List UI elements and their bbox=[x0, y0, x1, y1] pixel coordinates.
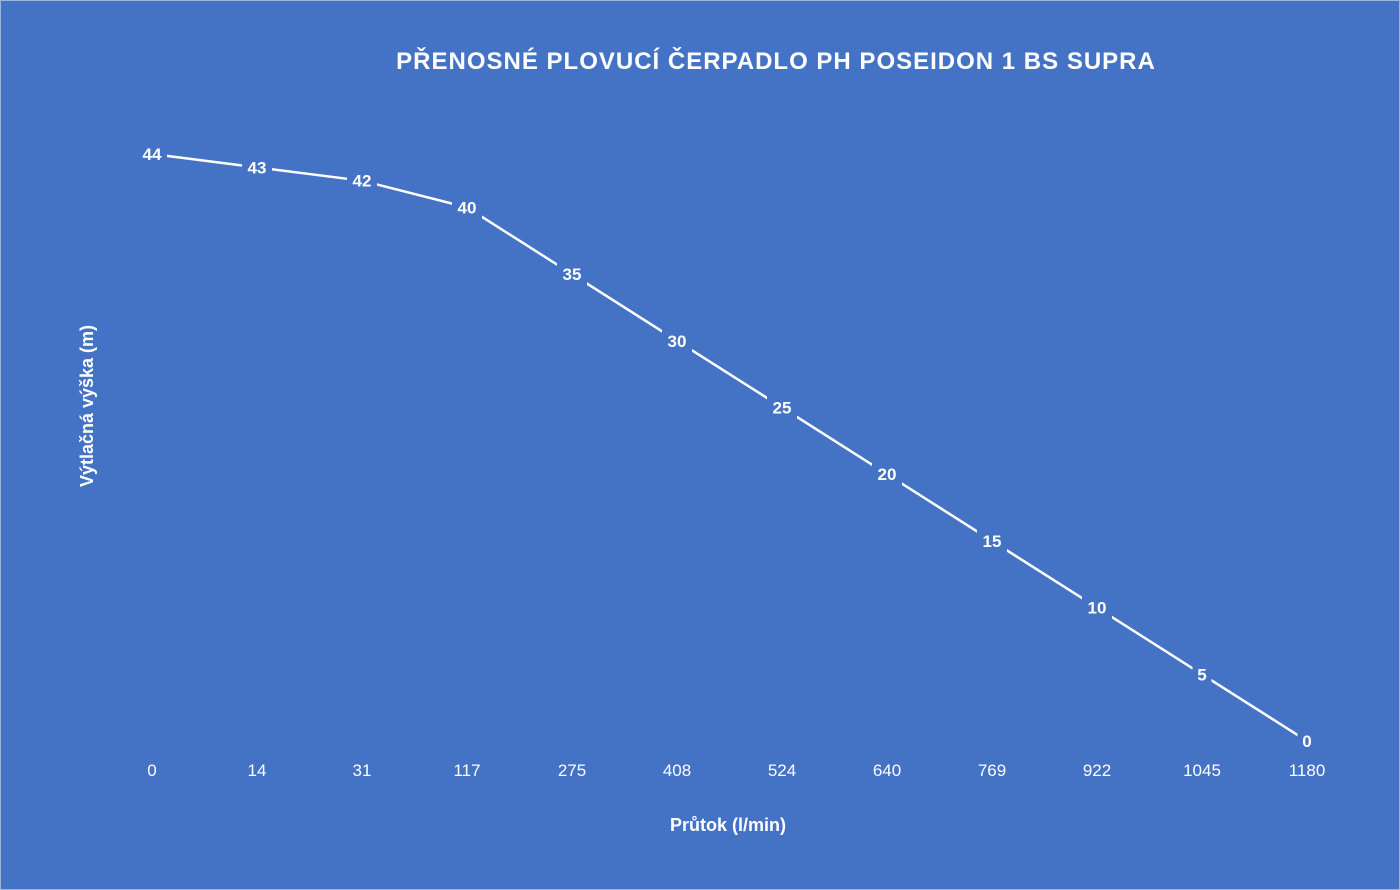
data-label-background bbox=[662, 329, 692, 352]
drop-lines bbox=[151, 168, 1203, 735]
x-tick-label: 0 bbox=[147, 761, 156, 780]
data-label-background bbox=[1082, 596, 1112, 619]
x-tick-label: 275 bbox=[558, 761, 586, 780]
data-label: 43 bbox=[248, 158, 267, 177]
data-label-background bbox=[557, 263, 587, 286]
x-axis-tick-labels: 0 14 31 117 275 408 524 640 769 922 1045 1180 bbox=[147, 761, 1325, 780]
data-label: 42 bbox=[353, 172, 372, 191]
data-label-background bbox=[767, 396, 797, 419]
chart-title: PŘENOSNÉ PLOVUCÍ ČERPADLO PH POSEIDON 1 … bbox=[396, 47, 1156, 75]
data-label: 20 bbox=[878, 465, 897, 484]
x-tick-label: 1045 bbox=[1183, 761, 1221, 780]
data-label-background bbox=[1297, 730, 1317, 752]
data-label-background bbox=[872, 463, 902, 486]
data-label-background bbox=[1192, 663, 1212, 686]
x-tick-label: 922 bbox=[1083, 761, 1111, 780]
data-label: 40 bbox=[458, 198, 477, 217]
data-label: 30 bbox=[668, 332, 687, 351]
x-axis-title: Průtok (l/min) bbox=[670, 815, 786, 835]
x-tick-label: 524 bbox=[768, 761, 796, 780]
x-tick-label: 14 bbox=[248, 761, 267, 780]
data-label-background bbox=[977, 529, 1007, 552]
y-axis-title: Výtlačná výška (m) bbox=[77, 325, 97, 487]
data-label: 35 bbox=[563, 265, 582, 284]
data-label: 10 bbox=[1088, 599, 1107, 618]
data-label-background bbox=[242, 156, 272, 179]
data-label: 5 bbox=[1197, 665, 1206, 684]
data-label: 25 bbox=[773, 398, 792, 417]
x-tick-label: 117 bbox=[453, 761, 480, 780]
x-tick-label: 1180 bbox=[1289, 761, 1326, 780]
data-label: 0 bbox=[1302, 732, 1311, 751]
series-line bbox=[151, 152, 1308, 743]
x-tick-label: 408 bbox=[663, 761, 691, 780]
data-label: 15 bbox=[983, 532, 1002, 551]
x-tick-label: 769 bbox=[978, 761, 1006, 780]
x-tick-label: 640 bbox=[873, 761, 901, 780]
x-tick-label: 31 bbox=[353, 761, 372, 780]
data-label-background bbox=[452, 196, 482, 219]
data-label-background bbox=[347, 169, 377, 192]
data-label-background bbox=[137, 143, 167, 165]
data-label: 44 bbox=[143, 145, 162, 164]
series-group: 44 43 42 40 35 30 25 20 15 10 5 0 bbox=[137, 143, 1317, 752]
